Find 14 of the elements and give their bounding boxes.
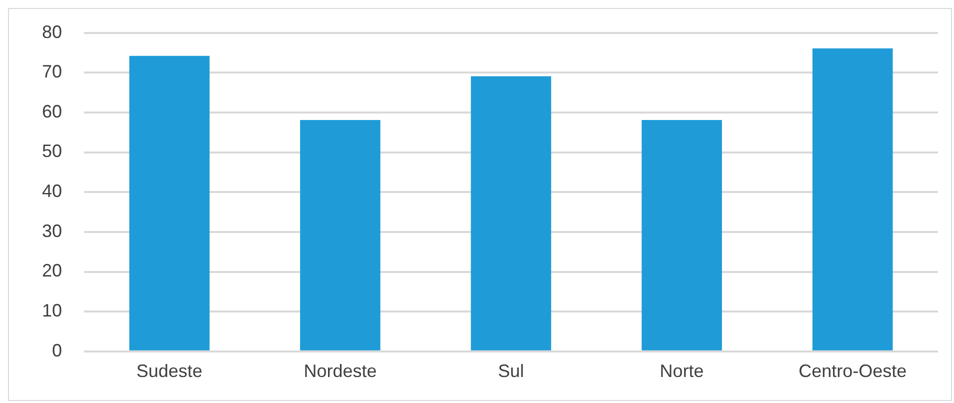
y-tick-label: 50: [42, 141, 62, 162]
y-tick-label: 40: [42, 181, 62, 202]
x-tick-label: Sul: [498, 361, 524, 382]
x-tick-label: Sudeste: [136, 361, 202, 382]
y-tick-label: 20: [42, 260, 62, 281]
x-tick-label: Nordeste: [304, 361, 377, 382]
y-tick-label: 80: [42, 22, 62, 42]
y-tick-label: 30: [42, 220, 62, 241]
y-tick-label: 0: [52, 340, 62, 360]
y-tick-label: 70: [42, 62, 62, 82]
y-tick-label: 10: [42, 300, 62, 321]
y-tick-label: 60: [42, 101, 62, 122]
x-tick-label: Centro-Oeste: [798, 361, 907, 382]
x-tick-label: Norte: [660, 361, 704, 382]
